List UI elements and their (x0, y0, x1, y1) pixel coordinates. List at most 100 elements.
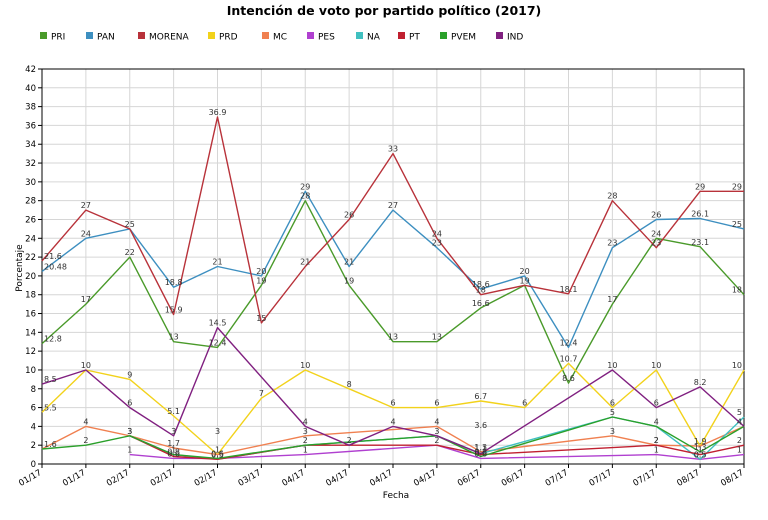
legend-item-pvem[interactable]: PVEM (440, 32, 476, 43)
y-tick-label: 12 (25, 347, 36, 357)
legend-item-pt[interactable]: PT (398, 32, 420, 43)
legend-item-ind[interactable]: IND (496, 32, 523, 43)
x-tick-label: 04/17 (368, 468, 394, 489)
data-label: 0.6 (167, 449, 180, 458)
data-label: 12.4 (209, 338, 227, 347)
data-label: 20 (520, 267, 530, 276)
grid (41, 68, 745, 465)
data-label: 13 (388, 333, 398, 342)
data-label: 3 (303, 427, 308, 436)
data-label: 5.5 (44, 403, 57, 412)
legend-label: PRD (219, 33, 238, 43)
data-label: 10 (732, 361, 742, 370)
y-tick-label: 26 (25, 215, 36, 225)
data-label: 28 (300, 192, 310, 201)
data-label: 21 (300, 258, 310, 267)
series-line-ind (41, 326, 745, 455)
data-label: 3 (434, 427, 439, 436)
x-tick-label: 04/17 (324, 468, 350, 489)
series-line-pt (129, 435, 745, 460)
data-label: 26 (344, 210, 354, 219)
y-axis-label: Porcentaje (15, 244, 25, 292)
y-tick-label: 32 (25, 159, 36, 169)
data-label: 8.5 (44, 375, 57, 384)
data-label: 6 (127, 399, 132, 408)
data-label: 16.6 (472, 299, 490, 308)
data-label: 10 (607, 361, 617, 370)
data-label: 28 (607, 192, 617, 201)
series-lines (41, 116, 745, 460)
data-label: 19 (256, 276, 266, 285)
data-label: 20 (256, 267, 266, 276)
data-label: 26.1 (691, 210, 709, 219)
data-label: 1 (215, 446, 220, 455)
data-label: 24 (432, 229, 442, 238)
legend-swatch (138, 32, 145, 39)
x-tick-label: 06/17 (500, 468, 526, 489)
data-label: 18 (476, 286, 486, 295)
x-tick-label: 03/17 (237, 468, 263, 489)
legend-swatch (440, 32, 447, 39)
data-label: 1 (698, 446, 703, 455)
x-tick-label: 08/17 (719, 468, 745, 489)
data-label: 2 (83, 436, 88, 445)
data-label: 0.8 (474, 447, 487, 456)
legend-item-morena[interactable]: MORENA (138, 32, 190, 43)
legend-item-mc[interactable]: MC (262, 32, 287, 43)
data-label: 0.5 (694, 450, 707, 459)
y-tick-label: 10 (25, 366, 36, 376)
legend-label: PES (318, 33, 335, 43)
data-label: 6 (390, 399, 395, 408)
data-label: 24 (651, 229, 661, 238)
data-label: 36.9 (209, 108, 227, 117)
y-tick-label: 28 (25, 197, 36, 207)
data-label: 1.9 (694, 437, 707, 446)
y-tick-label: 14 (25, 328, 36, 338)
x-tick-label: 06/17 (456, 468, 482, 489)
legend-item-prd[interactable]: PRD (208, 32, 238, 43)
data-label: 8 (347, 380, 352, 389)
data-label: 18.1 (560, 285, 578, 294)
data-label: 10 (81, 361, 91, 370)
data-label: 6 (434, 399, 439, 408)
data-label: 1 (171, 446, 176, 455)
data-label: 6.7 (474, 392, 487, 401)
data-label: 6 (654, 399, 659, 408)
legend-item-na[interactable]: NA (356, 32, 381, 43)
legend-item-pri[interactable]: PRI (40, 32, 65, 43)
data-label: 8.2 (694, 378, 707, 387)
data-label: 1.3 (474, 443, 487, 452)
y-tick-label: 18 (25, 291, 36, 301)
data-label: 0.5 (211, 450, 224, 459)
data-label: 1.3 (694, 443, 707, 452)
y-tick-label: 24 (25, 234, 36, 244)
data-label: 3 (171, 427, 176, 436)
y-tick-label: 6 (31, 404, 36, 414)
data-label: 5.1 (167, 407, 180, 416)
x-axis-label: Fecha (383, 491, 409, 501)
legend-swatch (398, 32, 405, 39)
data-label: 4 (83, 417, 88, 426)
series-line-pan (41, 190, 745, 349)
legend-item-pes[interactable]: PES (307, 32, 335, 43)
data-label: 13 (169, 333, 179, 342)
y-tick-label: 42 (25, 65, 36, 75)
data-label: 20.48 (44, 262, 67, 271)
data-label: 25 (125, 220, 135, 229)
data-label: 1 (737, 446, 742, 455)
legend-label: PT (409, 33, 420, 43)
data-label: 2 (737, 436, 742, 445)
data-label: 21 (344, 258, 354, 267)
legend-item-pan[interactable]: PAN (86, 32, 115, 43)
legend-swatch (86, 32, 93, 39)
data-label: 6 (610, 399, 615, 408)
x-tick-label: 02/17 (149, 468, 175, 489)
x-tick-label: 01/17 (17, 468, 43, 489)
data-label: 23 (651, 239, 661, 248)
data-label: 0.6 (211, 449, 224, 458)
data-label: 17 (607, 295, 617, 304)
data-label: 2 (434, 436, 439, 445)
data-label: 1.1 (474, 445, 487, 454)
data-label: 1.7 (167, 439, 180, 448)
